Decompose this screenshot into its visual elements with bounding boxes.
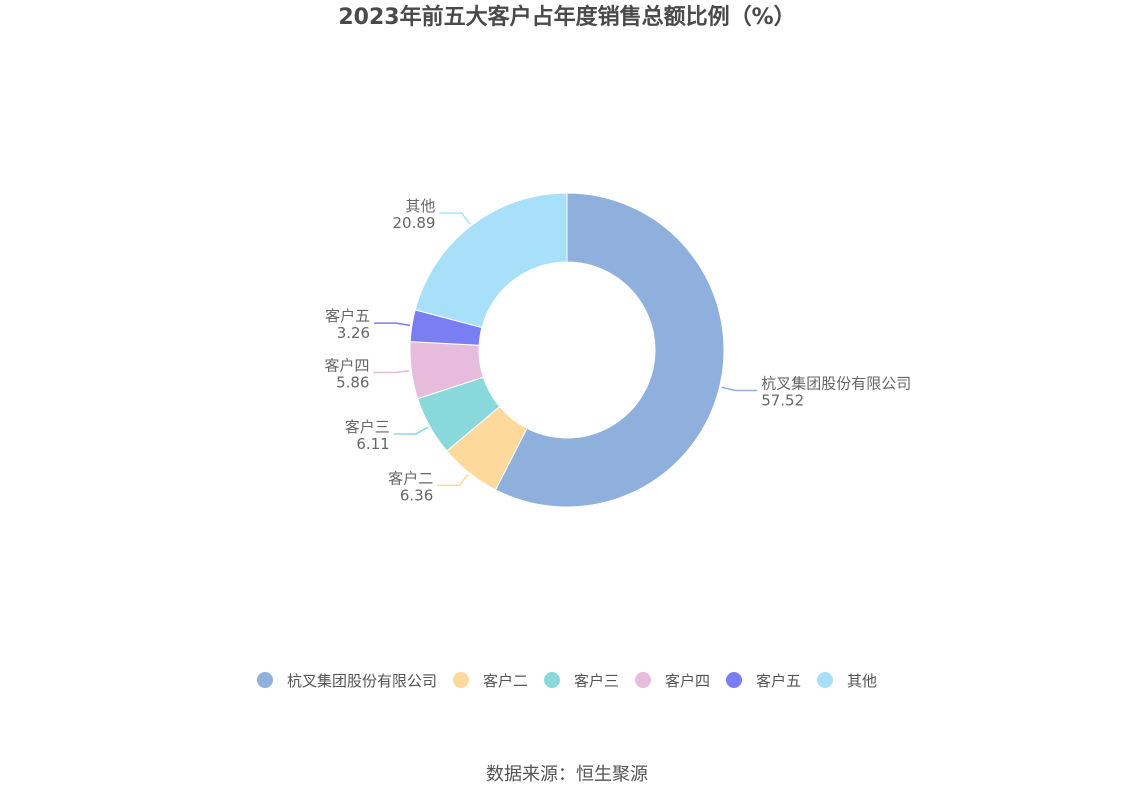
slice-label-value-1: 57.52 xyxy=(761,391,804,409)
legend-item-4[interactable]: 客户四 xyxy=(635,670,710,691)
slice-label-name-1: 杭叉集团股份有限公司 xyxy=(761,374,911,392)
pie-slices xyxy=(409,192,725,508)
legend-label: 客户五 xyxy=(756,671,802,690)
chart-title: 2023年前五大客户占年度销售总额比例（%） xyxy=(338,5,796,30)
slice-label-value-2: 6.36 xyxy=(400,486,433,504)
leader-line-1 xyxy=(721,386,758,392)
leader-line-6 xyxy=(439,212,471,225)
slice-label-value-5: 3.26 xyxy=(337,324,370,342)
legend-dot-icon xyxy=(726,672,743,688)
slice-label-value-3: 6.11 xyxy=(356,435,389,453)
legend-label: 杭叉集团股份有限公司 xyxy=(286,671,437,690)
legend-dot-icon xyxy=(543,672,560,688)
leader-line-3 xyxy=(393,426,429,435)
legend-label: 客户四 xyxy=(665,671,711,690)
legend-item-2[interactable]: 客户二 xyxy=(452,670,528,691)
slice-label-name-3: 客户三 xyxy=(345,418,390,436)
legend-dot-icon xyxy=(256,672,273,688)
slice-label-name-6: 其他 xyxy=(405,197,435,215)
pie-slice-6[interactable] xyxy=(414,192,568,329)
data-source: 数据来源：恒生聚源 xyxy=(486,764,648,785)
pie-slice-1[interactable] xyxy=(494,192,725,508)
legend-item-1[interactable]: 杭叉集团股份有限公司 xyxy=(256,670,437,691)
legend: 杭叉集团股份有限公司 客户二 客户三 客户四 客户五 其他 xyxy=(0,666,1134,694)
legend-item-5[interactable]: 客户五 xyxy=(726,670,801,691)
legend-dot-icon xyxy=(817,672,834,688)
leader-line-5 xyxy=(374,322,411,327)
slice-label-name-5: 客户五 xyxy=(325,307,370,325)
slice-label-name-2: 客户二 xyxy=(388,469,433,487)
legend-label: 客户二 xyxy=(482,671,528,690)
leader-line-4 xyxy=(373,369,410,374)
slice-label-name-4: 客户四 xyxy=(324,357,369,375)
slice-label-value-4: 5.86 xyxy=(336,374,369,392)
leader-line-2 xyxy=(437,473,469,487)
legend-dot-icon xyxy=(635,672,651,688)
slice-label-value-6: 20.89 xyxy=(392,214,435,232)
legend-label: 其他 xyxy=(847,671,878,690)
legend-label: 客户三 xyxy=(573,671,619,690)
legend-item-3[interactable]: 客户三 xyxy=(543,670,619,691)
legend-item-6[interactable]: 其他 xyxy=(817,670,877,691)
legend-dot-icon xyxy=(452,672,469,688)
